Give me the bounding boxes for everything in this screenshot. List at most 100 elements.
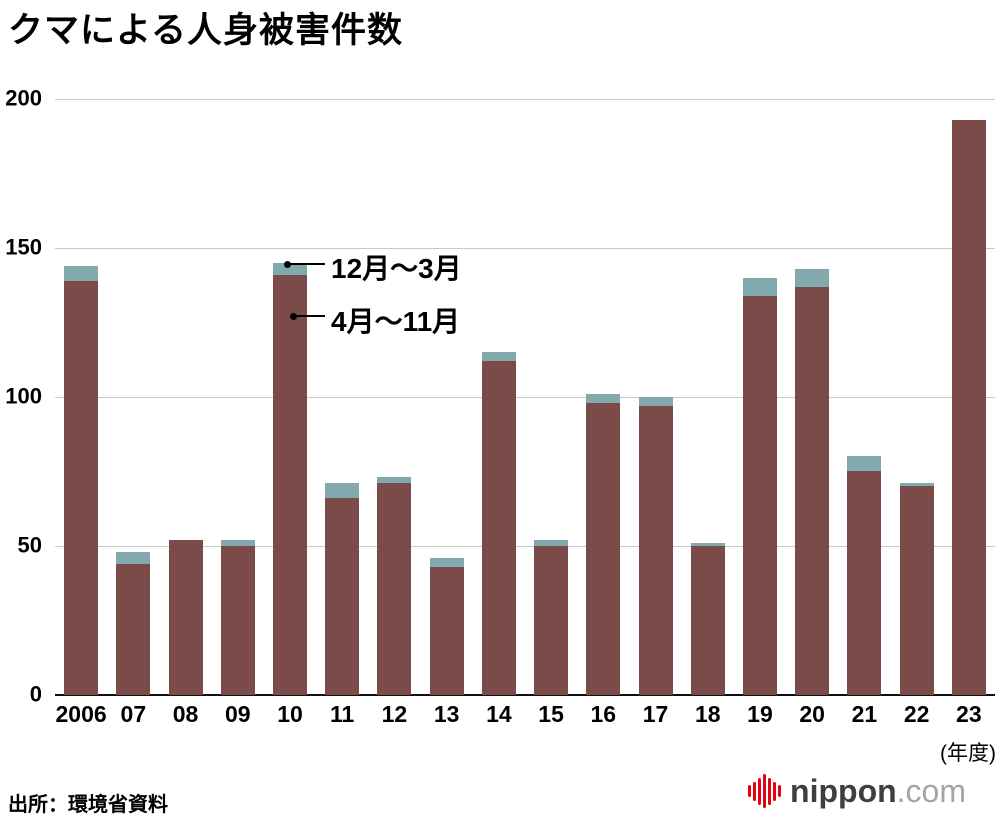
x-tick-label: 11 (330, 701, 355, 727)
x-tick-label: 07 (120, 701, 147, 727)
segment-apr-nov (272, 275, 307, 695)
segment-apr-nov (168, 540, 203, 695)
y-tick-label: 50 (17, 532, 42, 558)
gridline (55, 397, 995, 398)
x-tick-label: 2006 (55, 701, 107, 727)
segment-apr-nov (220, 546, 255, 695)
soundwave-bars-icon (748, 772, 782, 810)
segment-dec-mar (429, 558, 464, 567)
bar-slot (212, 99, 264, 695)
bar-07 (116, 552, 151, 695)
bar-22 (899, 483, 934, 695)
segment-apr-nov (742, 296, 777, 695)
x-tick-label: 16 (590, 701, 617, 727)
legend-label-dec-mar: 12月〜3月 (331, 253, 462, 284)
bar-slot (264, 99, 316, 695)
x-tick-label: 13 (433, 701, 460, 727)
x-tick-label: 20 (799, 701, 825, 727)
y-tick-label: 200 (5, 85, 42, 111)
chart-title: クマによる人身被害件数 (8, 11, 403, 50)
x-tick-label: 12 (381, 701, 408, 727)
gridline (55, 248, 995, 249)
x-axis-labels: 2006 07 08 09 10 11 12 13 14 15 16 17 18 19 20 21 22 23 (55, 701, 995, 728)
segment-apr-nov (64, 281, 99, 695)
bar-slot (316, 99, 368, 695)
segment-dec-mar (795, 269, 830, 287)
bar-slot (55, 99, 107, 695)
segment-apr-nov (951, 120, 986, 695)
annotation-dot-summer (290, 313, 297, 320)
bar-16 (586, 394, 621, 695)
y-tick-label: 0 (29, 681, 42, 707)
y-axis-labels: 0 50 100 150 200 (0, 85, 42, 706)
bar-slot (786, 99, 838, 695)
segment-apr-nov (377, 483, 412, 695)
x-tick-label: 14 (486, 701, 512, 727)
bar-2006 (64, 266, 99, 695)
annotation-line-winter (289, 263, 325, 265)
segment-dec-mar (272, 263, 307, 275)
x-axis-line (55, 694, 995, 696)
y-tick-label: 150 (5, 234, 42, 260)
bar-20 (795, 269, 830, 695)
x-tick-label: 17 (642, 701, 669, 727)
segment-dec-mar (64, 266, 99, 281)
bar-series (55, 99, 995, 695)
segment-dec-mar (847, 456, 882, 471)
x-tick-label: 15 (538, 701, 564, 727)
x-tick-label: 08 (172, 701, 199, 727)
bar-12 (377, 477, 412, 695)
segment-apr-nov (899, 486, 934, 695)
gridline (55, 99, 995, 100)
bar-18 (690, 543, 725, 695)
bar-slot (734, 99, 786, 695)
x-tick-label: 10 (277, 701, 303, 727)
segment-apr-nov (586, 403, 621, 695)
segment-dec-mar (481, 352, 516, 361)
x-tick-label: 22 (903, 701, 930, 727)
bar-slot (368, 99, 420, 695)
bar-23 (951, 120, 986, 695)
bar-09 (220, 540, 255, 695)
segment-dec-mar (586, 394, 621, 403)
bar-slot (943, 99, 995, 695)
bar-slot (473, 99, 525, 695)
x-tick-label: 23 (956, 701, 982, 727)
segment-dec-mar (377, 477, 412, 483)
bar-slot (107, 99, 159, 695)
bar-slot (838, 99, 890, 695)
segment-dec-mar (742, 278, 777, 296)
segment-dec-mar (690, 543, 725, 546)
segment-dec-mar (116, 552, 151, 564)
segment-dec-mar (638, 397, 673, 406)
segment-apr-nov (638, 406, 673, 695)
logo-text-nippon: nippon (790, 773, 897, 809)
y-tick-label: 100 (5, 383, 42, 409)
segment-dec-mar (534, 540, 569, 546)
bar-13 (429, 558, 464, 695)
bar-11 (325, 483, 360, 695)
bar-slot (525, 99, 577, 695)
annotation-line-summer (295, 315, 325, 317)
segment-apr-nov (847, 471, 882, 695)
segment-apr-nov (429, 567, 464, 695)
bar-17 (638, 397, 673, 695)
segment-apr-nov (325, 498, 360, 695)
segment-apr-nov (481, 361, 516, 695)
bar-slot (577, 99, 629, 695)
x-tick-label: 19 (747, 701, 773, 727)
x-tick-label: 21 (851, 701, 878, 727)
gridline (55, 546, 995, 547)
bar-slot (159, 99, 211, 695)
bar-10 (272, 263, 307, 695)
x-tick-label: 18 (694, 701, 721, 727)
annotation-dot-winter (284, 261, 291, 268)
bar-08 (168, 540, 203, 695)
source-note: 出所：環境省資料 (8, 794, 168, 816)
segment-apr-nov (116, 564, 151, 695)
logo-text-com: .com (896, 773, 966, 809)
bar-slot (682, 99, 734, 695)
nippon-logo: nippon.com (748, 772, 966, 810)
bar-slot (421, 99, 473, 695)
